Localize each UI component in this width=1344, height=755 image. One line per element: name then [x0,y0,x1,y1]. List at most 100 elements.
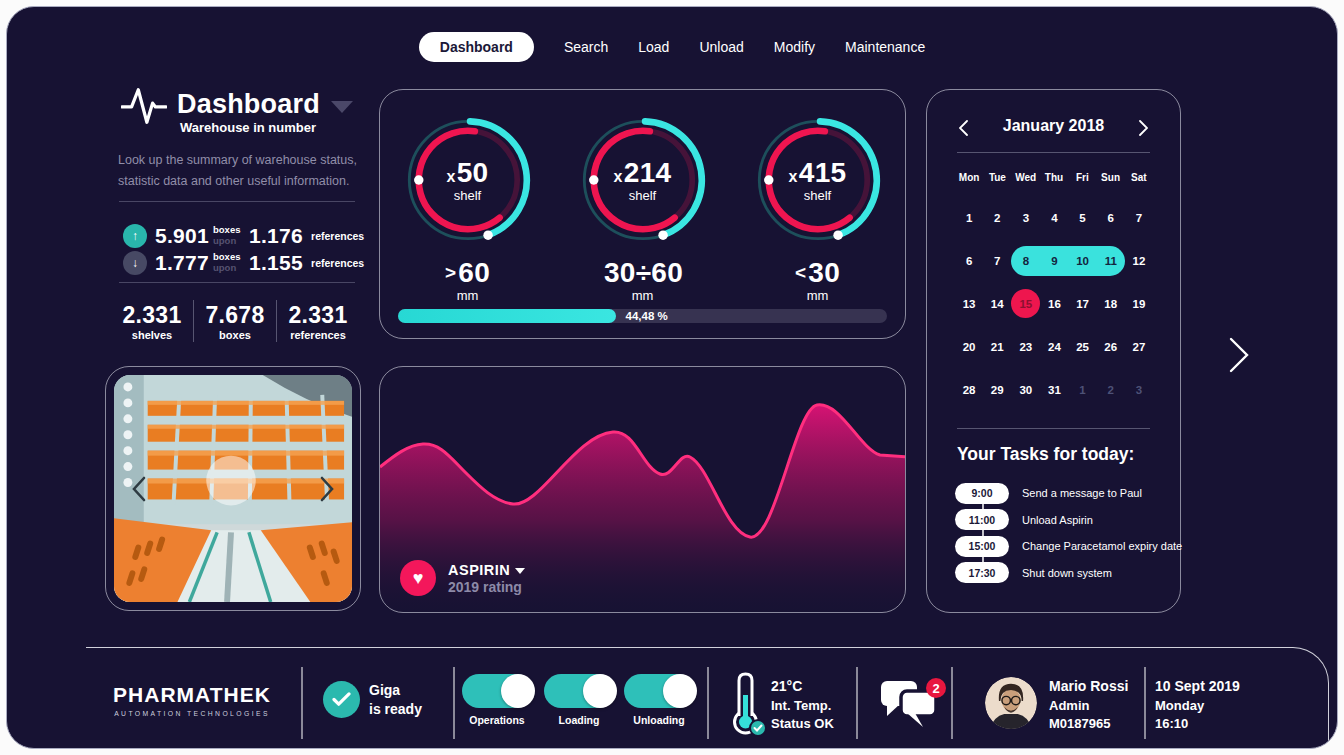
gauge-shelf-small: x415 shelf <30 mm [730,109,905,303]
brand-tagline: AUTOMATION TECHNOLOGIES [106,710,278,717]
nav-unload[interactable]: Unload [699,39,743,55]
datetime-info: 10 Sept 2019 Monday 16:10 [1155,677,1240,733]
nav-modify[interactable]: Modify [774,39,815,55]
calendar-day[interactable]: 6 [1097,196,1125,239]
calendar-grid: 1234567678910111213141516171819202123242… [955,196,1153,411]
calendar-day[interactable]: 4 [1040,196,1068,239]
messages-icon[interactable]: 2 [877,677,949,731]
calendar-day-headers: MonTueWedThuFriSunSat [955,172,1153,183]
divider [957,428,1150,429]
carousel-next-icon[interactable] [320,476,334,502]
calendar-day[interactable]: 30 [1011,368,1040,411]
divider [453,667,455,739]
loading-toggle[interactable] [544,674,615,708]
progress-fill [398,309,616,323]
divider [119,282,355,283]
calendar-day[interactable]: 25 [1068,325,1096,368]
nav-maintenance[interactable]: Maintenance [845,39,925,55]
calendar-day[interactable]: 2 [1097,368,1125,411]
calendar-day[interactable]: 11 [1097,239,1125,282]
calendar-day[interactable]: 26 [1097,325,1125,368]
calendar-day[interactable]: 21 [983,325,1011,368]
divider [301,667,303,739]
task-row[interactable]: 17:30 Shut down system [955,560,1174,587]
toggle-unloading: Unloading [619,674,699,726]
rating-dropdown-caret[interactable] [515,568,525,574]
calendar-day[interactable]: 2 [983,196,1011,239]
day-header: Tue [983,172,1011,183]
brand-name: PHARMATHEK [106,683,278,707]
task-time: 11:00 [955,509,1009,530]
calendar-day[interactable]: 14 [983,282,1011,325]
calendar-next-icon[interactable] [1139,120,1148,136]
calendar-day[interactable]: 27 [1125,325,1153,368]
task-row[interactable]: 11:00 Unload Aspirin [955,507,1174,534]
totals-row: 2.331 shelves 7.678 boxes 2.331 referenc… [111,300,359,342]
calendar-day[interactable]: 15 [1011,282,1040,325]
thermometer-icon [727,671,767,739]
task-label: Unload Aspirin [1022,514,1093,526]
calendar-day[interactable]: 8 [1011,239,1040,282]
top-nav: Dashboard Search Load Unload Modify Main… [7,32,1337,62]
page-title: Dashboard [177,89,320,120]
task-label: Change Paracetamol expiry date [1022,540,1182,552]
calendar-day[interactable]: 19 [1125,282,1153,325]
task-row[interactable]: 9:00 Send a message to Paul [955,480,1174,507]
stat-refs-in: 1.176 [249,224,303,248]
panel-next-icon[interactable] [1229,337,1249,373]
calendar-day[interactable]: 31 [1040,368,1068,411]
unloading-toggle[interactable] [624,674,695,708]
calendar-day[interactable]: 9 [1040,239,1068,282]
title-dropdown-caret[interactable] [331,101,353,113]
calendar-day[interactable]: 23 [1011,325,1040,368]
calendar-day[interactable]: 29 [983,368,1011,411]
calendar-day[interactable]: 7 [1125,196,1153,239]
calendar-day[interactable]: 10 [1068,239,1096,282]
divider [707,667,709,739]
stat-boxes-in: 5.901 [155,224,211,248]
tasks-list: 9:00 Send a message to Paul 11:00 Unload… [955,480,1174,586]
progress-bar: 44,48 % [398,309,887,323]
calendar-day[interactable]: 18 [1097,282,1125,325]
stat-refs-label: references [311,230,364,242]
calendar-day[interactable]: 16 [1040,282,1068,325]
nav-load[interactable]: Load [638,39,669,55]
calendar-day[interactable]: 17 [1068,282,1096,325]
calendar-day[interactable]: 6 [955,239,983,282]
calendar-day[interactable]: 12 [1125,239,1153,282]
day-header: Fri [1068,172,1096,183]
total-boxes: 7.678 boxes [194,302,276,341]
rating-product[interactable]: ASPIRIN [448,562,525,578]
brand-logo: PHARMATHEK AUTOMATION TECHNOLOGIES [106,683,278,717]
stat-row-out: ↓ 1.777 boxesupon 1.155 references [123,251,364,275]
calendar-day[interactable]: 13 [955,282,983,325]
calendar-day[interactable]: 1 [955,196,983,239]
arrow-up-icon: ↑ [123,224,147,248]
carousel-prev-icon[interactable] [132,476,146,502]
avatar[interactable] [985,677,1037,729]
day-header: Sun [1096,172,1124,183]
stat-boxes-upon-label2: boxesupon [213,252,243,274]
divider [957,152,1150,153]
temperature-status: 21°C Int. Temp. Status OK [771,677,834,733]
calendar-day[interactable]: 20 [955,325,983,368]
calendar-day[interactable]: 24 [1040,325,1068,368]
calendar-day[interactable]: 3 [1125,368,1153,411]
nav-dashboard[interactable]: Dashboard [419,32,534,62]
calendar-day[interactable]: 3 [1011,196,1040,239]
calendar-day[interactable]: 7 [983,239,1011,282]
calendar-day[interactable]: 28 [955,368,983,411]
task-row[interactable]: 15:00 Change Paracetamol expiry date [955,533,1174,560]
operations-toggle[interactable] [462,674,533,708]
divider [119,201,355,202]
page-description: Look up the summary of warehouse status,… [118,150,366,191]
calendar-card: January 2018 MonTueWedThuFriSunSat 12345… [926,89,1181,613]
calendar-day[interactable]: 1 [1068,368,1096,411]
calendar-day[interactable]: 5 [1068,196,1096,239]
task-time: 17:30 [955,562,1009,583]
rating-caption: 2019 rating [448,579,525,595]
gauge-shelf-medium: x214 shelf 30÷60 mm [555,109,730,303]
toggle-label: Operations [469,714,524,726]
tasks-heading: Your Tasks for today: [957,444,1134,465]
nav-search[interactable]: Search [564,39,608,55]
